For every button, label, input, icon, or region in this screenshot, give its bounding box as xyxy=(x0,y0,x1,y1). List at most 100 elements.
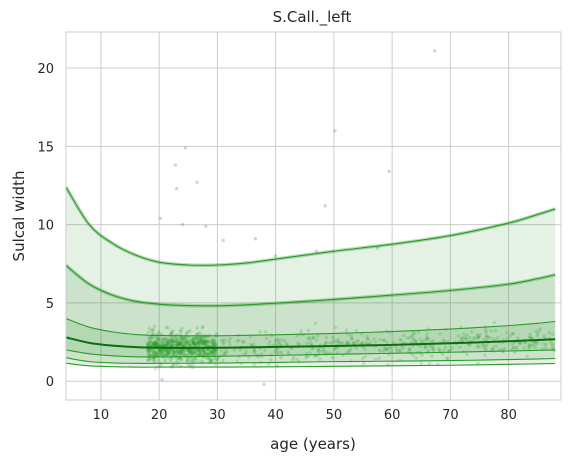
scatter-point xyxy=(155,342,159,346)
scatter-point xyxy=(155,340,159,344)
scatter-point xyxy=(412,338,416,342)
chart-title: S.Call._left xyxy=(273,8,352,27)
scatter-point xyxy=(416,330,421,334)
scatter-point xyxy=(243,352,248,356)
scatter-point xyxy=(153,342,158,346)
scatter-point xyxy=(190,340,194,345)
scatter-point xyxy=(263,330,268,334)
scatter-point xyxy=(165,351,169,355)
scatter-point xyxy=(177,350,181,355)
scatter-point xyxy=(214,350,219,354)
scatter-point xyxy=(351,341,356,345)
scatter-point xyxy=(260,354,264,358)
scatter-point xyxy=(147,335,152,340)
scatter-point xyxy=(304,356,308,360)
scatter-point xyxy=(175,341,179,345)
scatter-point xyxy=(308,341,312,345)
scatter-point xyxy=(172,339,176,344)
scatter-point xyxy=(470,330,474,334)
scatter-point xyxy=(354,346,358,350)
scatter-point xyxy=(277,338,282,342)
scatter-point xyxy=(284,342,289,346)
scatter-point xyxy=(491,337,495,341)
scatter-point xyxy=(202,342,206,346)
scatter-point xyxy=(430,347,435,351)
scatter-point xyxy=(491,345,495,350)
scatter-point xyxy=(472,336,476,340)
scatter-point xyxy=(159,351,163,356)
scatter-point xyxy=(198,339,203,343)
scatter-point xyxy=(164,349,168,353)
scatter-point xyxy=(182,338,186,342)
scatter-point xyxy=(154,341,159,345)
scatter-point xyxy=(447,349,451,353)
scatter-point xyxy=(356,339,360,343)
scatter-point xyxy=(191,337,196,341)
scatter-point xyxy=(194,342,198,346)
scatter-point xyxy=(178,341,183,346)
scatter-point xyxy=(235,339,240,343)
scatter-point xyxy=(334,339,338,344)
scatter-point xyxy=(309,337,313,341)
scatter-point xyxy=(188,343,192,347)
scatter-point xyxy=(184,341,188,346)
scatter-point xyxy=(175,342,180,347)
scatter-point xyxy=(223,350,228,354)
scatter-point xyxy=(191,342,196,346)
scatter-point xyxy=(192,339,196,343)
scatter-point xyxy=(373,340,378,344)
scatter-point xyxy=(219,349,224,353)
scatter-point xyxy=(204,352,209,357)
scatter-point xyxy=(173,349,177,354)
scatter-point xyxy=(202,350,206,354)
scatter-point xyxy=(197,341,201,345)
scatter-point xyxy=(152,357,156,362)
scatter-point xyxy=(422,338,427,343)
scatter-point xyxy=(192,342,196,346)
scatter-point xyxy=(191,351,195,355)
centile-line xyxy=(65,186,556,266)
scatter-point xyxy=(160,337,164,341)
scatter-point xyxy=(458,345,462,350)
scatter-point xyxy=(364,341,368,345)
scatter-point xyxy=(151,327,155,332)
scatter-point xyxy=(221,238,225,242)
scatter-point xyxy=(206,342,210,346)
scatter-point xyxy=(169,338,174,342)
scatter-point xyxy=(158,348,162,352)
scatter-point xyxy=(166,342,170,346)
scatter-point xyxy=(214,352,219,357)
scatter-point xyxy=(147,326,152,330)
scatter-point xyxy=(533,345,537,350)
scatter-point xyxy=(163,336,168,341)
scatter-point xyxy=(461,332,466,336)
scatter-point xyxy=(185,339,189,344)
scatter-point xyxy=(170,339,174,343)
scatter-point xyxy=(193,351,197,356)
scatter-point xyxy=(280,350,284,355)
scatter-point xyxy=(192,342,197,346)
scatter-point xyxy=(166,337,170,341)
scatter-point xyxy=(170,340,174,344)
scatter-point xyxy=(203,339,208,343)
scatter-point xyxy=(516,336,520,340)
scatter-point xyxy=(178,343,182,347)
scatter-point xyxy=(206,356,211,360)
scatter-point xyxy=(193,341,197,346)
scatter-point xyxy=(189,359,193,364)
scatter-point xyxy=(188,343,192,348)
scatter-point xyxy=(175,339,180,343)
scatter-point xyxy=(184,332,189,336)
scatter-point xyxy=(170,357,174,361)
scatter-point xyxy=(477,344,481,349)
scatter-point xyxy=(181,336,186,340)
scatter-point xyxy=(150,353,155,357)
scatter-point xyxy=(349,336,354,340)
scatter-point xyxy=(201,341,205,346)
scatter-point xyxy=(198,335,203,340)
scatter-point xyxy=(538,327,542,331)
scatter-point xyxy=(336,337,340,342)
scatter-point xyxy=(147,353,152,358)
scatter-point xyxy=(207,339,211,343)
scatter-point xyxy=(201,340,205,344)
